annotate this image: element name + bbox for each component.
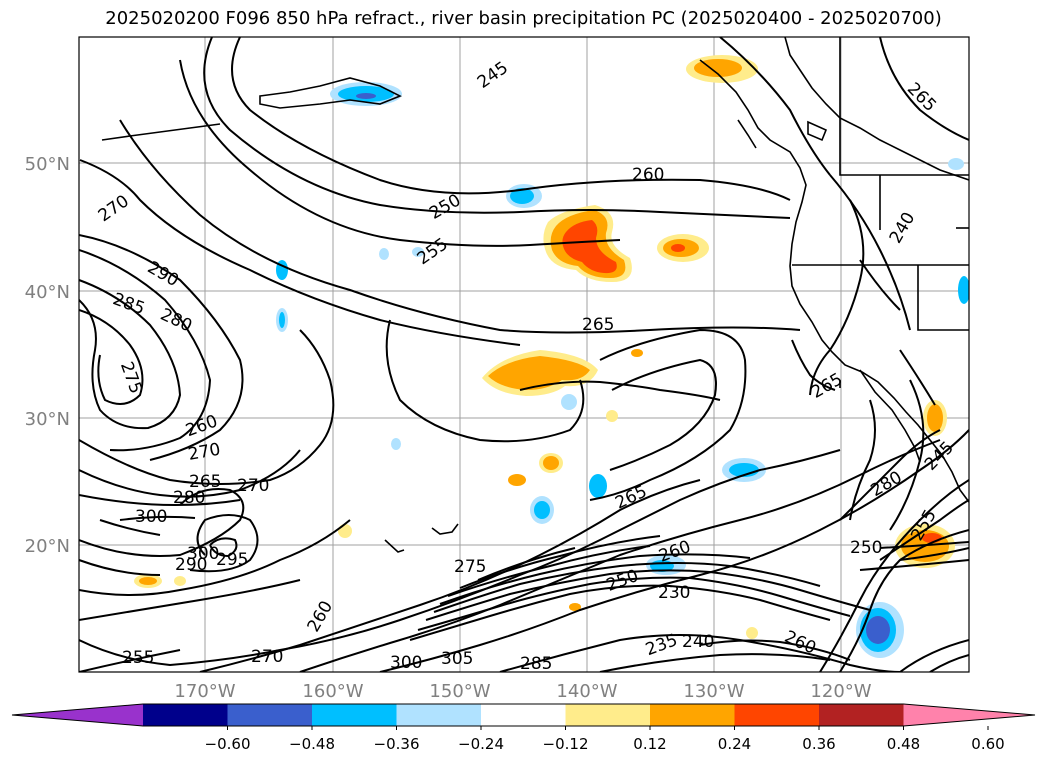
map-plot-area: 245 265 270 250 260 255 240 265 290 285 …	[79, 37, 969, 674]
colorbar-tick-label: −0.48	[289, 735, 335, 753]
lon-label: 130°W	[683, 681, 744, 702]
contour-label: 295	[216, 550, 248, 570]
lon-label: 140°W	[556, 681, 617, 702]
colorbar-tick-label: −0.12	[543, 735, 589, 753]
contour-label: 300	[390, 653, 422, 673]
precip-blob-east-pacific	[657, 234, 709, 262]
lat-label: 40°N	[25, 282, 70, 303]
colorbar-outline	[11, 703, 1036, 727]
lon-label: 150°W	[429, 681, 490, 702]
contour-label: 270	[251, 647, 283, 667]
contour-label: 255	[122, 648, 154, 668]
lon-label: 160°W	[302, 681, 363, 702]
latitude-labels: 50°N 40°N 30°N 20°N	[25, 154, 70, 557]
contour-label: 250	[850, 538, 882, 558]
contour-label: 260	[632, 165, 664, 185]
contour-label: 300	[135, 507, 167, 527]
lat-label: 30°N	[25, 409, 70, 430]
precip-blob-alaska	[686, 55, 758, 83]
contour-label: 240	[682, 632, 714, 652]
colorbar-tick-label: 0.60	[971, 735, 1004, 753]
contour-label: 285	[520, 654, 552, 674]
precip-blob-subtropical	[482, 350, 598, 396]
colorbar-segment	[481, 704, 566, 726]
lat-label: 50°N	[25, 154, 70, 175]
lon-label: 120°W	[810, 681, 871, 702]
lon-label: 170°W	[174, 681, 235, 702]
longitude-labels: 170°W 160°W 150°W 140°W 130°W 120°W	[174, 681, 871, 702]
colorbar-segment	[143, 704, 228, 726]
precip-blob-blue-small	[276, 158, 969, 575]
colorbar-segment	[734, 704, 820, 726]
contour-label: 270	[237, 476, 269, 496]
colorbar: −0.60 −0.48 −0.36 −0.24 −0.12 0.12 0.24 0.36 0.4…	[11, 703, 1036, 753]
colorbar-segment	[227, 704, 313, 726]
colorbar-segment	[396, 704, 482, 726]
colorbar-tick-label: −0.60	[205, 735, 251, 753]
colorbar-extend-high	[903, 704, 1035, 726]
colorbar-tick-label: −0.36	[374, 735, 420, 753]
colorbar-tick-label: 0.48	[887, 735, 920, 753]
colorbar-segment	[819, 704, 904, 726]
precip-blob-hawaii-north	[508, 349, 643, 486]
refractivity-contours	[79, 37, 969, 672]
colorbar-tick-label: 0.36	[802, 735, 835, 753]
contour-label: 265	[582, 315, 614, 335]
contour-label: 300	[187, 544, 219, 564]
lat-label: 20°N	[25, 536, 70, 557]
colorbar-segment	[312, 704, 397, 726]
contour-label: 265	[189, 472, 221, 492]
precip-blob-central-pacific	[543, 205, 632, 282]
contour-label: 290	[175, 555, 207, 575]
colorbar-tick-label: 0.12	[633, 735, 666, 753]
precip-blob-west	[134, 524, 758, 639]
contour-label: 280	[173, 488, 205, 508]
contour-label: 275	[454, 557, 486, 577]
coastlines	[101, 37, 969, 553]
colorbar-tick-label: 0.24	[718, 735, 751, 753]
colorbar-segment	[650, 704, 735, 726]
map-frame	[78, 36, 970, 673]
map-title: 2025020200 F096 850 hPa refract., river …	[105, 8, 942, 29]
contour-label: 305	[441, 649, 473, 669]
colorbar-segment	[565, 704, 651, 726]
colorbar-extend-low	[12, 704, 143, 726]
colorbar-tick-label: −0.24	[458, 735, 504, 753]
contour-label: 230	[658, 583, 690, 603]
